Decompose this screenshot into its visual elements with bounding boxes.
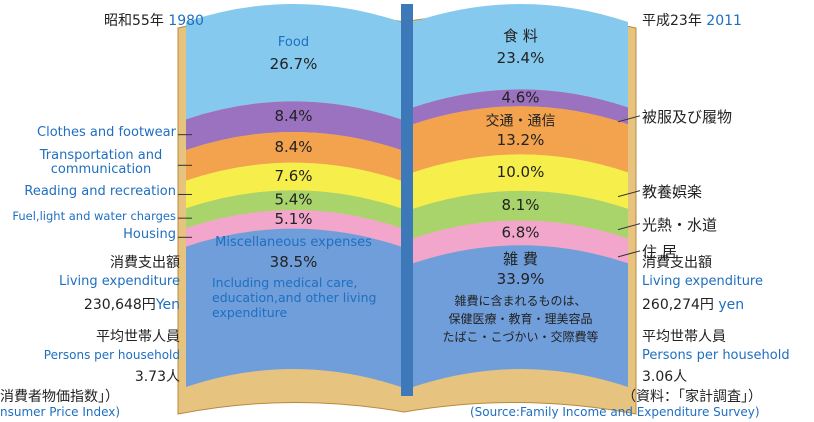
category-label: 教養娯楽 xyxy=(642,181,702,202)
era: 平成23年 xyxy=(642,13,702,29)
info: Living expenditure xyxy=(59,274,180,289)
value-label: 26.7% xyxy=(270,55,318,73)
infographic: Food 26.7% 8.4% 8.4% 7.6% 5.4%5.1% Miscellaneo… xyxy=(0,0,814,422)
info: 平均世帯人員 xyxy=(642,326,726,346)
era-right: 平成23年 2011 xyxy=(642,10,742,30)
info: 消費者物価指数」） xyxy=(0,386,119,406)
category-label: Clothes and footwear xyxy=(37,126,176,140)
category-label: Reading and recreation xyxy=(24,185,176,199)
value-label: 4.6% xyxy=(501,88,539,106)
era: 昭和55年 xyxy=(104,13,164,29)
note: Including medical care, education,and ot… xyxy=(212,275,392,320)
value-label: 10.0% xyxy=(497,163,545,181)
category-label: Housing xyxy=(123,228,176,242)
info: 3.06人 xyxy=(642,366,687,386)
year: 2011 xyxy=(706,13,742,29)
value-label: 7.6% xyxy=(274,167,312,185)
info: nsumer Price Index) xyxy=(0,405,120,419)
value-label: 5.4% xyxy=(274,191,312,209)
category-label: 住 居 xyxy=(642,241,677,262)
value-label: 8.1% xyxy=(501,196,539,214)
source: （資料：「家計調査」） xyxy=(622,386,762,406)
unit: Yen xyxy=(156,297,180,313)
value-label: 33.9% xyxy=(497,270,545,288)
category-label: 交通・通信 xyxy=(486,112,556,129)
category-label: Fuel,light and water charges xyxy=(12,209,176,223)
spine xyxy=(401,4,413,396)
amount: 260,274円 xyxy=(642,297,714,313)
category-label: Transportation and communication xyxy=(26,149,176,177)
era-left: 昭和55年 1980 xyxy=(104,10,204,30)
value-label: 23.4% xyxy=(497,49,545,67)
category-label: Miscellaneous expenses xyxy=(215,235,372,250)
info: 230,648円Yen xyxy=(84,294,180,314)
info: 平均世帯人員 xyxy=(96,326,180,346)
source: (Source:Family Income and Expenditure Su… xyxy=(470,405,760,419)
info: Persons per household xyxy=(44,348,180,362)
unit: yen xyxy=(718,297,744,313)
category-label: 被服及び履物 xyxy=(642,106,732,127)
value-label: 6.8% xyxy=(501,223,539,241)
info: 260,274円 yen xyxy=(642,294,744,314)
info: 3.73人 xyxy=(135,366,180,386)
category-label: 雑 費 xyxy=(503,250,538,268)
value-label: 8.4% xyxy=(274,138,312,156)
category-label: 光熱・水道 xyxy=(642,214,717,235)
note: 保健医療・教育・理美容品 xyxy=(448,311,592,326)
value-label: 5.1% xyxy=(274,210,312,228)
amount: 230,648円 xyxy=(84,297,156,313)
category-label: 食 料 xyxy=(503,27,538,45)
year: 1980 xyxy=(168,13,204,29)
note: 雑費に含まれるものは、 xyxy=(454,293,586,308)
category-label: Food xyxy=(278,35,309,50)
value-label: 38.5% xyxy=(270,253,318,271)
value-label: 8.4% xyxy=(274,107,312,125)
info: Persons per household xyxy=(642,348,790,363)
info: 消費支出額 xyxy=(110,252,180,272)
note: たばこ・こづかい・交際費等 xyxy=(442,329,598,344)
info: Living expenditure xyxy=(642,274,763,289)
value-label: 13.2% xyxy=(497,131,545,149)
